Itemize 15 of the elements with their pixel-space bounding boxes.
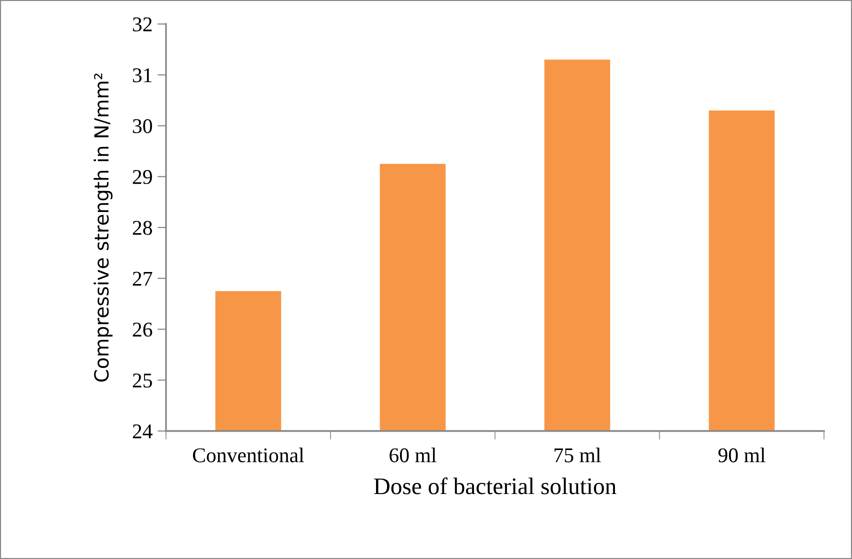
y-tick-label: 31 xyxy=(132,68,152,82)
x-tick-label: Conventional xyxy=(192,448,304,462)
x-axis-title: Dose of bacterial solution xyxy=(374,477,616,494)
x-tick-label: 60 ml xyxy=(390,448,436,462)
x-tick-label: 75 ml xyxy=(554,448,601,462)
y-tick-label: 32 xyxy=(132,17,152,32)
y-tick-label: 30 xyxy=(132,119,152,134)
y-axis-title: Compressive strength in N/mm² xyxy=(94,74,113,382)
y-tick-label: 29 xyxy=(132,170,152,184)
y-tick-label: 25 xyxy=(132,374,152,388)
y-tick-label: 28 xyxy=(132,220,152,235)
x-tick-label: 90 ml xyxy=(718,448,766,462)
y-tick-label: 26 xyxy=(132,322,152,337)
y-tick-label: 27 xyxy=(132,272,152,286)
y-tick-label: 24 xyxy=(132,424,152,438)
